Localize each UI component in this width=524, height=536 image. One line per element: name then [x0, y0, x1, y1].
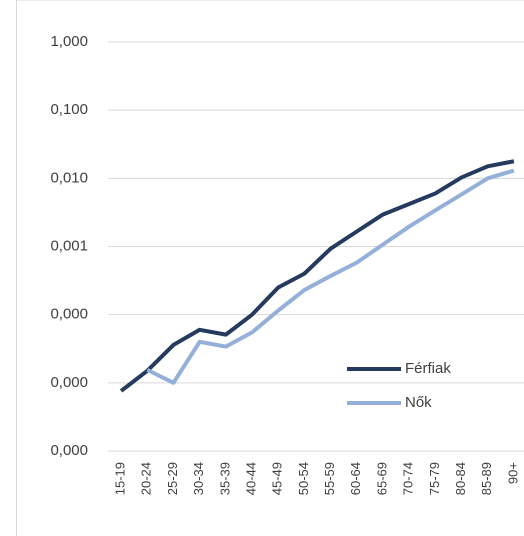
x-tick-label: 60-64: [348, 462, 363, 495]
y-tick-label: 0,100: [50, 101, 88, 118]
x-tick-label: 15-19: [113, 462, 128, 495]
y-tick-label: 0,000: [50, 442, 88, 459]
y-tick-label: 0,010: [50, 169, 88, 186]
series-line: [146, 168, 515, 385]
y-tick-label: 0,000: [50, 306, 88, 323]
series-line: [119, 159, 515, 393]
x-tick-label: 65-69: [374, 462, 389, 495]
y-tick-label: 0,001: [50, 237, 88, 254]
x-tick-label: 80-84: [453, 462, 468, 495]
x-tick-label: 50-54: [296, 462, 311, 495]
x-tick-label: 20-24: [139, 462, 154, 495]
x-tick-label: 70-74: [401, 462, 416, 495]
x-tick-label: 25-29: [165, 462, 180, 495]
legend-label: Férfiak: [405, 360, 451, 377]
x-tick-label: 55-59: [322, 462, 337, 495]
x-tick-label: 35-39: [217, 462, 232, 495]
legend-label: Nők: [405, 394, 432, 411]
y-tick-label: 0,000: [50, 374, 88, 391]
x-tick-label: 75-79: [427, 462, 442, 495]
x-tick-label: 45-49: [270, 462, 285, 495]
chart-frame: [16, 0, 524, 536]
x-tick-label: 85-89: [479, 462, 494, 495]
x-tick-label: 30-34: [191, 462, 206, 495]
x-tick-label: 40-44: [243, 462, 258, 495]
y-tick-label: 1,000: [50, 33, 88, 50]
x-tick-label: 90+: [505, 462, 520, 484]
